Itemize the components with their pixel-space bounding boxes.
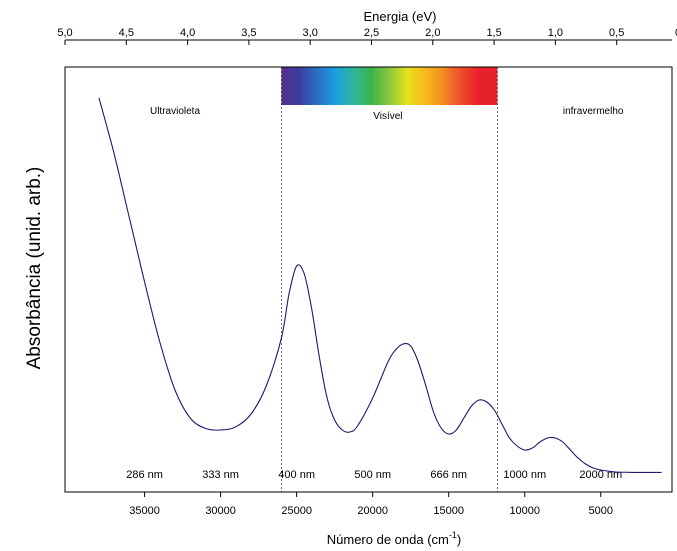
x-axis-title-main: Número de onda (cm — [327, 532, 449, 547]
plot-frame — [64, 66, 673, 493]
top-tick-label: 2,5 — [364, 27, 379, 39]
top-tick-label: 0 — [675, 27, 677, 39]
bottom-tick-label: 10000 — [509, 505, 540, 517]
region-label: Ultravioleta — [150, 106, 200, 117]
x-axis-title-sup: -1 — [449, 530, 457, 540]
region-label: Visível — [373, 111, 402, 122]
bottom-tick-label: 35000 — [129, 505, 160, 517]
bottom-tick-label: 15000 — [433, 505, 464, 517]
wavelength-label: 1000 nm — [503, 469, 546, 481]
top-tick-label: 2,0 — [425, 27, 440, 39]
region-label: infravermelho — [563, 106, 624, 117]
top-tick-label: 1,0 — [548, 27, 563, 39]
bottom-tick-label: 20000 — [357, 505, 388, 517]
wavelength-label: 333 nm — [202, 469, 239, 481]
y-axis-title: Absorbância (unid. arb.) — [24, 167, 45, 370]
visible-spectrum-band — [281, 67, 498, 105]
top-tick-label: 1,5 — [486, 27, 501, 39]
wavelength-label: 286 nm — [126, 469, 163, 481]
absorbance-curve-0 — [98, 97, 662, 473]
top-tick-label: 3,0 — [303, 27, 318, 39]
top-tick-label: 4,5 — [119, 27, 134, 39]
x-axis-title: Número de onda (cm-1) — [327, 530, 461, 547]
top-tick-label: 5,0 — [57, 27, 72, 39]
top-axis-title: Energia (eV) — [364, 9, 437, 24]
x-axis-title-end: ) — [457, 532, 461, 547]
bottom-tick-label: 30000 — [205, 505, 236, 517]
top-tick-label: 4,0 — [180, 27, 195, 39]
wavelength-label: 2000 nm — [579, 469, 622, 481]
top-tick-label: 0,5 — [609, 27, 624, 39]
wavelength-label: 400 nm — [278, 469, 315, 481]
wavelength-label: 500 nm — [354, 469, 391, 481]
bottom-tick-label: 25000 — [281, 505, 312, 517]
bottom-tick-label: 5000 — [589, 505, 613, 517]
wavelength-label: 666 nm — [430, 469, 467, 481]
top-tick-label: 3,5 — [241, 27, 256, 39]
